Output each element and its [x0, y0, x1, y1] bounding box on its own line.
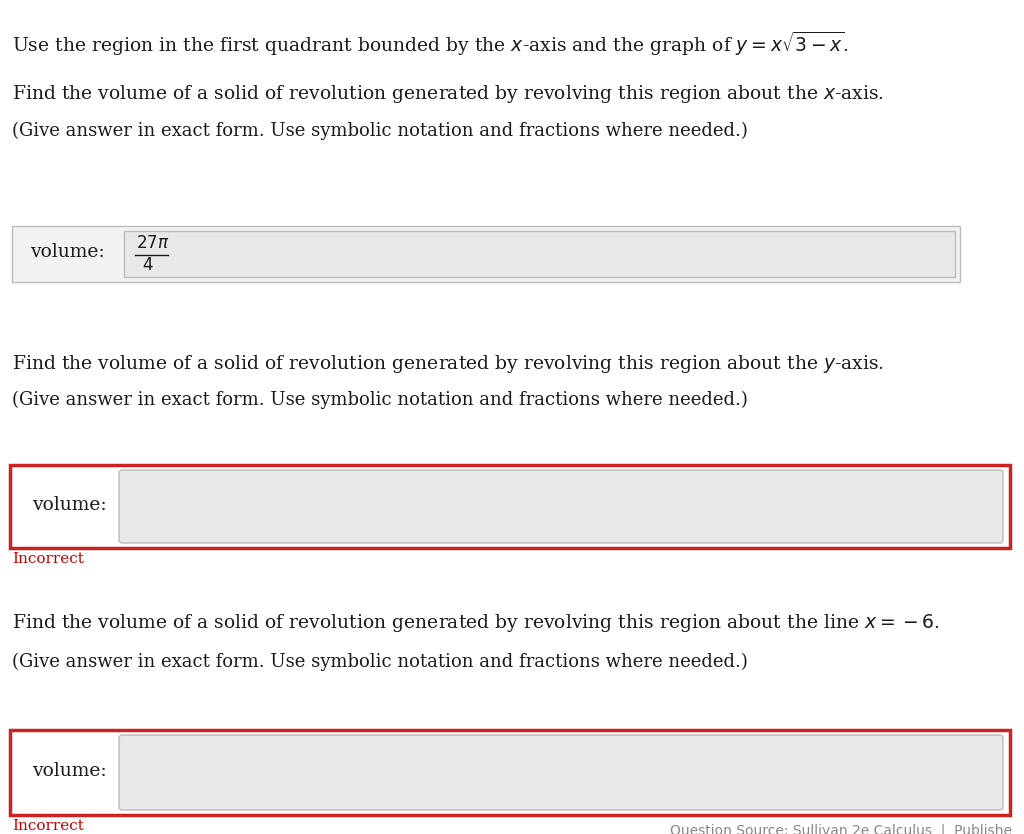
Text: Use the region in the first quadrant bounded by the $x$-axis and the graph of $y: Use the region in the first quadrant bou…: [12, 30, 849, 58]
Text: Incorrect: Incorrect: [12, 819, 84, 833]
Text: Incorrect: Incorrect: [12, 552, 84, 566]
Text: Find the volume of a solid of revolution generated by revolving this region abou: Find the volume of a solid of revolution…: [12, 83, 884, 105]
Text: $4$: $4$: [142, 257, 154, 274]
Text: volume:: volume:: [32, 761, 106, 780]
Text: Find the volume of a solid of revolution generated by revolving this region abou: Find the volume of a solid of revolution…: [12, 353, 884, 375]
Text: $27\pi$: $27\pi$: [136, 235, 169, 252]
Text: (Give answer in exact form. Use symbolic notation and fractions where needed.): (Give answer in exact form. Use symbolic…: [12, 122, 748, 140]
Bar: [10, 465, 1010, 548]
Text: volume:: volume:: [30, 243, 104, 261]
Bar: [12, 226, 961, 282]
FancyBboxPatch shape: [119, 470, 1002, 543]
Text: (Give answer in exact form. Use symbolic notation and fractions where needed.): (Give answer in exact form. Use symbolic…: [12, 653, 748, 671]
Text: (Give answer in exact form. Use symbolic notation and fractions where needed.): (Give answer in exact form. Use symbolic…: [12, 391, 748, 409]
Bar: [10, 730, 1010, 815]
FancyBboxPatch shape: [119, 735, 1002, 810]
Text: volume:: volume:: [32, 495, 106, 514]
Bar: [124, 231, 955, 277]
Text: Find the volume of a solid of revolution generated by revolving this region abou: Find the volume of a solid of revolution…: [12, 612, 939, 634]
Text: Question Source: Sullivan 2e Calculus  |  Publishe: Question Source: Sullivan 2e Calculus | …: [670, 824, 1012, 834]
